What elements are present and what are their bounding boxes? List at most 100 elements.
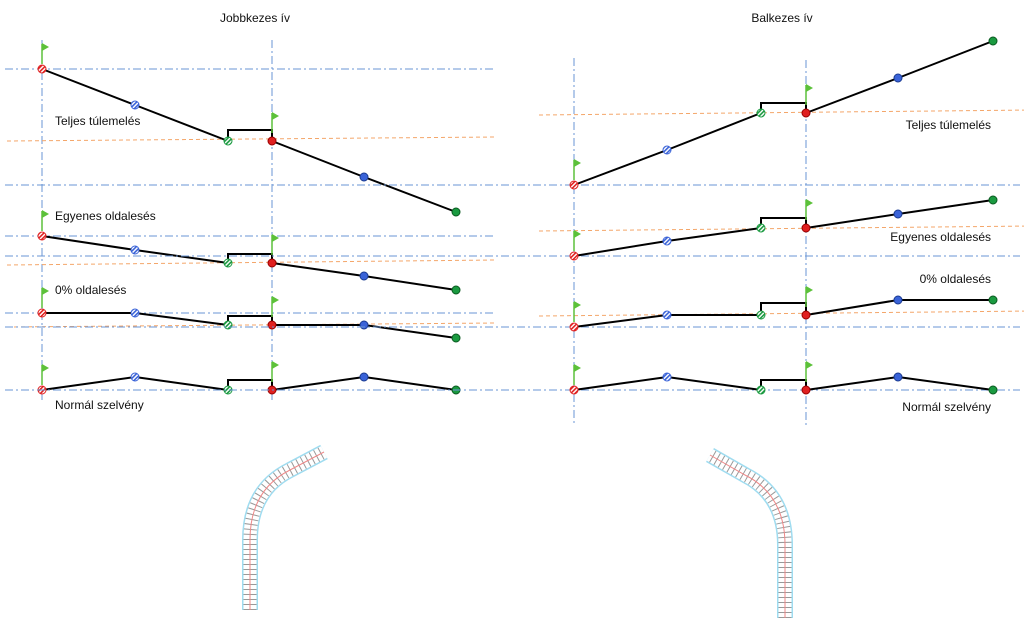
- superelevation-line: [538, 225, 1024, 232]
- profile-segment: [573, 314, 668, 328]
- control-point: [662, 372, 672, 382]
- road-plan-left-curve-centerline: [709, 454, 786, 618]
- flag-icon: [42, 287, 49, 295]
- control-point: [801, 108, 811, 118]
- control-point: [569, 180, 579, 190]
- right-label-full: Teljes túlemelés: [906, 118, 991, 132]
- flag-icon: [42, 210, 49, 218]
- control-point: [756, 223, 766, 233]
- control-point: [130, 100, 140, 110]
- superelevation-line: [6, 259, 497, 266]
- control-point: [893, 73, 903, 83]
- road-plan-right-curve-centerline: [249, 451, 325, 610]
- control-point: [756, 385, 766, 395]
- flag-icon: [272, 361, 279, 369]
- profile-segment: [573, 376, 668, 391]
- control-point: [801, 223, 811, 233]
- flag-icon: [574, 301, 581, 309]
- control-point: [569, 322, 579, 332]
- profile-segment: [805, 376, 899, 391]
- control-point: [267, 320, 277, 330]
- profile-segment: [41, 376, 136, 391]
- control-point: [756, 108, 766, 118]
- control-point: [130, 245, 140, 255]
- control-point: [893, 209, 903, 219]
- control-point: [662, 310, 672, 320]
- control-point: [223, 320, 233, 330]
- road-plan-left-curve-inner: [706, 449, 792, 618]
- control-point: [37, 231, 47, 241]
- superelevation-line: [538, 109, 1024, 116]
- profile-segment: [666, 112, 762, 151]
- flag-icon: [806, 84, 813, 92]
- profile-segment: [363, 275, 457, 291]
- control-point: [223, 136, 233, 146]
- profile-segment: [271, 140, 365, 178]
- step-bracket: [227, 253, 273, 263]
- control-point: [988, 295, 998, 305]
- right-title: Balkezes ív: [751, 11, 812, 25]
- flag-icon: [272, 112, 279, 120]
- profile-segment: [271, 262, 365, 277]
- left-label-normal: Normál szelvény: [55, 398, 144, 412]
- profile-segment: [573, 149, 668, 186]
- control-point: [37, 64, 47, 74]
- control-point: [569, 251, 579, 261]
- flag-icon: [574, 159, 581, 167]
- control-point: [267, 136, 277, 146]
- step-bracket: [760, 302, 807, 315]
- control-point: [662, 145, 672, 155]
- control-point: [988, 36, 998, 46]
- step-bracket: [760, 102, 807, 113]
- control-point: [267, 258, 277, 268]
- control-point: [451, 333, 461, 343]
- diagram-graphics: [5, 36, 1024, 618]
- control-point: [801, 385, 811, 395]
- control-point: [130, 308, 140, 318]
- profile-segment: [134, 312, 229, 326]
- profile-segment: [134, 376, 229, 391]
- control-point: [893, 295, 903, 305]
- control-point: [988, 385, 998, 395]
- flag-icon: [806, 199, 813, 207]
- control-point: [451, 207, 461, 217]
- profile-segment: [897, 40, 994, 79]
- control-point: [130, 372, 140, 382]
- right-label-straight: Egyenes oldalesés: [890, 230, 991, 244]
- control-point: [223, 258, 233, 268]
- profile-segment: [805, 77, 899, 114]
- profile-segment: [41, 68, 136, 106]
- control-point: [801, 310, 811, 320]
- profile-segment: [666, 376, 762, 391]
- control-point: [359, 271, 369, 281]
- left-title: Jobbkezes ív: [220, 11, 290, 25]
- profile-segment: [805, 213, 899, 229]
- control-point: [988, 195, 998, 205]
- profile-segment: [573, 240, 668, 257]
- control-point: [359, 320, 369, 330]
- left-label-full: Teljes túlemelés: [55, 114, 140, 128]
- left-label-zero: 0% oldalesés: [55, 283, 126, 297]
- flag-icon: [272, 234, 279, 242]
- control-point: [893, 372, 903, 382]
- flag-icon: [806, 361, 813, 369]
- profile-segment: [363, 176, 457, 213]
- step-bracket: [760, 217, 807, 228]
- flag-icon: [574, 230, 581, 238]
- control-point: [569, 385, 579, 395]
- profile-segment: [271, 376, 365, 391]
- control-point: [756, 310, 766, 320]
- control-point: [662, 236, 672, 246]
- profile-segment: [897, 199, 994, 215]
- right-label-zero: 0% oldalesés: [920, 272, 991, 286]
- flag-icon: [272, 296, 279, 304]
- step-bracket: [760, 379, 807, 390]
- control-point: [359, 372, 369, 382]
- profile-segment: [897, 376, 994, 391]
- step-bracket: [227, 315, 273, 325]
- flag-icon: [42, 43, 49, 51]
- flag-icon: [42, 364, 49, 372]
- left-label-straight: Egyenes oldalesés: [55, 209, 156, 223]
- control-point: [37, 308, 47, 318]
